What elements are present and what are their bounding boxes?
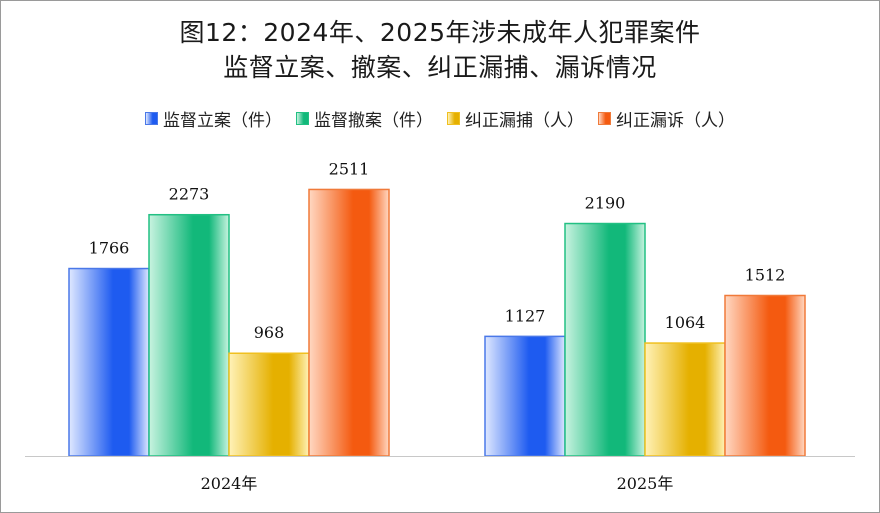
legend-item-2: 纠正漏捕（人） [447,106,584,131]
bar-0-1 [148,213,230,457]
legend-item-3: 纠正漏诉（人） [598,106,735,131]
bar-0-0 [68,267,150,457]
legend-swatch-0 [145,112,158,125]
legend-label-3: 纠正漏诉（人） [616,111,735,131]
chart-title-line2: 监督立案、撤案、纠正漏捕、漏诉情况 [223,53,657,82]
legend-swatch-3 [598,112,611,125]
category-label-0: 2024年 [201,474,258,493]
chart-title-line1: 图12：2024年、2025年涉未成年人犯罪案件 [179,18,701,47]
data-label-0-2: 968 [254,323,285,342]
chart-legend: 监督立案（件） 监督撤案（件） 纠正漏捕（人） 纠正漏诉（人） [0,106,880,131]
legend-label-2: 纠正漏捕（人） [465,111,584,131]
data-label-1-1: 2190 [585,194,626,213]
bars-group [68,188,806,457]
labels-group: 1766 2273 968 2511 2024年 1127 2190 1064 1512 2025… [89,159,786,493]
data-label-1-3: 1512 [745,265,786,284]
data-label-0-3: 2511 [329,159,370,178]
bar-0-3 [308,188,390,457]
bar-1-0 [484,335,566,457]
bar-1-3 [724,294,806,457]
legend-swatch-2 [447,112,460,125]
legend-swatch-1 [296,112,309,125]
bar-0-2 [228,352,310,457]
legend-item-1: 监督撤案（件） [296,106,433,131]
data-label-1-0: 1127 [505,306,546,325]
data-label-0-0: 1766 [89,239,130,258]
data-label-1-2: 1064 [665,313,706,332]
legend-label-1: 监督撤案（件） [314,111,433,131]
bar-1-1 [564,222,646,457]
bar-1-2 [644,342,726,457]
data-label-0-1: 2273 [169,185,210,204]
legend-label-0: 监督立案（件） [163,111,282,131]
category-label-1: 2025年 [617,474,674,493]
legend-item-0: 监督立案（件） [145,106,282,131]
